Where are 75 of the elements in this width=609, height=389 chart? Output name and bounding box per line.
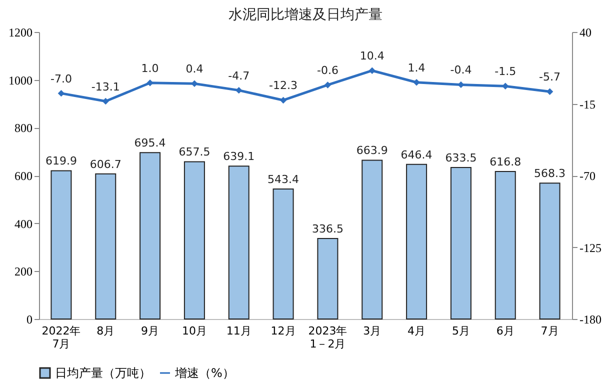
x-tick-label: 10月 xyxy=(182,324,207,338)
data-label: 568.3 xyxy=(534,167,566,180)
x-tick-label: 8月 xyxy=(96,324,115,338)
point xyxy=(236,86,242,94)
data-label: 606.7 xyxy=(90,158,122,171)
bar xyxy=(539,182,560,320)
data-label: 619.9 xyxy=(45,154,77,168)
bar xyxy=(362,160,383,320)
point xyxy=(458,81,464,88)
bar xyxy=(450,166,472,320)
x-tick-label: 2023年 1－2月 xyxy=(308,324,348,350)
x-tick-label: 12月 xyxy=(270,324,296,338)
data-label: 657.5 xyxy=(178,146,210,159)
x-tick-label: 3月 xyxy=(363,324,382,338)
point xyxy=(102,98,109,105)
y-tick-label: 1000 xyxy=(8,73,32,88)
data-label: 543.4 xyxy=(268,173,300,186)
point xyxy=(368,67,376,74)
x-tick-label: 2022年 7月 xyxy=(42,324,81,350)
y-tick-label: 600 xyxy=(14,169,32,183)
data-label: 663.9 xyxy=(356,144,388,158)
point xyxy=(146,80,154,86)
x-tick-label: 7月 xyxy=(540,324,559,338)
legend-label: 增速（%） xyxy=(174,366,234,380)
data-label: 10.4 xyxy=(360,50,384,63)
y2-tick-label: -15 xyxy=(580,97,596,112)
data-label: -12.3 xyxy=(269,79,298,92)
bar xyxy=(228,166,250,320)
x-tick-label: 11月 xyxy=(226,324,252,338)
data-label: -1.5 xyxy=(494,65,516,78)
data-label: -4.7 xyxy=(228,69,250,82)
y2-tick-label: -70 xyxy=(580,169,596,183)
point xyxy=(502,82,509,90)
y-tick-label: 200 xyxy=(14,264,32,279)
data-label: 616.8 xyxy=(490,155,522,168)
y2-tick-label: 40 xyxy=(580,26,592,40)
y-tick-label: 800 xyxy=(14,121,32,136)
data-label: -5.7 xyxy=(539,70,561,84)
point xyxy=(546,88,554,95)
bar xyxy=(50,170,72,320)
bar xyxy=(272,188,294,320)
x-tick-label: 6月 xyxy=(496,324,514,338)
y2-tick-label: -180 xyxy=(580,312,602,326)
data-label: 0.4 xyxy=(186,62,204,76)
bar xyxy=(95,173,116,320)
data-label: -0.4 xyxy=(450,64,472,77)
y2-tick-label: -125 xyxy=(580,240,602,255)
point xyxy=(191,80,198,88)
x-tick-label: 4月 xyxy=(408,324,426,338)
bar xyxy=(140,152,161,320)
point xyxy=(413,79,420,86)
point xyxy=(280,96,287,104)
data-label: 695.4 xyxy=(134,136,166,150)
point xyxy=(58,90,65,97)
data-label: 633.5 xyxy=(445,151,477,164)
bar xyxy=(494,170,516,320)
legend-label: 日均产量（万吨） xyxy=(55,366,151,380)
x-tick-label: 5月 xyxy=(452,324,470,338)
data-label: -13.1 xyxy=(91,80,120,94)
x-tick-label: 9月 xyxy=(141,324,160,338)
data-label: -0.6 xyxy=(316,64,338,77)
data-label: 639.1 xyxy=(223,150,255,164)
point xyxy=(324,82,332,88)
y-tick-label: 400 xyxy=(14,216,32,231)
chart-title: 水泥同比增速及日均产量 xyxy=(228,7,382,23)
data-label: 646.4 xyxy=(400,148,432,162)
data-label: -7.0 xyxy=(50,72,72,86)
y-tick-label: 0 xyxy=(26,312,32,326)
bar xyxy=(406,164,428,320)
data-label: 1.0 xyxy=(141,62,159,75)
data-label: 336.5 xyxy=(312,222,344,236)
bar xyxy=(317,238,338,320)
data-label: 1.4 xyxy=(408,61,426,74)
y-tick-label: 1200 xyxy=(8,26,32,40)
bar xyxy=(184,161,205,320)
